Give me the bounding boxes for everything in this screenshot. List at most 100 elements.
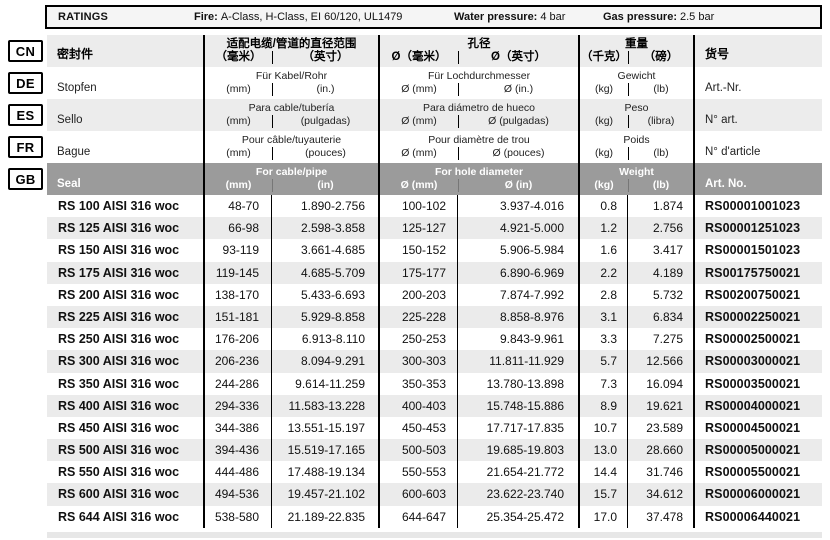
cable-mm-unit: (mm) (226, 147, 251, 159)
header-group-weight: Weight (kg) (lb) (580, 163, 695, 195)
rating-fire-value: A-Class, H-Class, EI 60/120, UL1479 (220, 11, 403, 23)
art-no-cell: RS00003000021 (705, 354, 801, 369)
hole-mm-cell: 644-647 (380, 505, 458, 528)
header-art-label: Art. No. (705, 178, 747, 190)
table-row: RS 150 AISI 316 woc 93-119 3.661-4.685 1… (47, 239, 822, 262)
header-group-weight: Gewicht (kg) (lb) (580, 67, 695, 99)
art-no-cell: RS00006000021 (705, 487, 801, 502)
weight-lb-cell: 37.478 (628, 505, 695, 528)
rating-water: Water pressure: 4 bar (454, 7, 565, 27)
hole-in-cell: 5.906-5.984 (458, 239, 580, 262)
header-seal-label: Seal (47, 163, 205, 195)
hole-group-title: 孔径 (467, 38, 491, 50)
hole-in-cell: 15.748-15.886 (458, 394, 580, 417)
hole-group-units: Ø (mm) Ø (in.) (380, 83, 578, 96)
hole-mm-cell: 250-253 (380, 328, 458, 351)
rating-gas-value: 2.5 bar (679, 11, 715, 23)
seal-name-cell: RS 644 AISI 316 woc (47, 505, 205, 528)
weight-kg-cell: 3.3 (580, 328, 628, 351)
cable-group-units: (mm) (pulgadas) (205, 115, 378, 128)
weight-lb-cell: 19.621 (628, 394, 695, 417)
header-row: Seal For cable/pipe (mm) (in) For hole d… (47, 163, 822, 195)
hole-mm-unit: Ø (mm) (401, 115, 437, 127)
cable-mm-cell: 206-236 (205, 350, 272, 373)
cable-group-units: (mm) (in.) (205, 83, 378, 96)
hole-group-title: Für Lochdurchmesser (427, 70, 531, 82)
language-badge-es: ES (8, 104, 43, 126)
language-badge-de: DE (8, 72, 43, 94)
weight-kg-cell: 10.7 (580, 416, 628, 440)
cable-group-title: 适配电缆/管道的直径范围 (226, 38, 357, 50)
weight-group-units: (kg) (lb) (580, 83, 693, 96)
header-art-label: Art.-Nr. (705, 82, 742, 94)
seal-name-cell: RS 200 AISI 316 woc (47, 283, 205, 306)
cable-mm-cell: 294-336 (205, 394, 272, 417)
seal-name-cell: RS 350 AISI 316 woc (47, 372, 205, 395)
art-no-cell: RS00004500021 (705, 420, 801, 435)
header-group-cable: Para cable/tubería (mm) (pulgadas) (205, 99, 380, 131)
cable-in-cell: 15.519-17.165 (272, 439, 380, 462)
weight-kg-unit: (kg) (594, 115, 614, 127)
cable-in-cell: 3.661-4.685 (272, 239, 380, 262)
hole-mm-cell: 350-353 (380, 372, 458, 395)
weight-kg-cell: 1.2 (580, 217, 628, 240)
table-header: 密封件 适配电缆/管道的直径范围 （毫米） （英寸） 孔径 Ø（毫米） Ø（英寸… (47, 35, 822, 195)
art-no-cell: RS00005000021 (705, 443, 801, 458)
table-row: RS 300 AISI 316 woc 206-236 8.094-9.291 … (47, 350, 822, 373)
hole-mm-unit: Ø（毫米） (391, 51, 447, 63)
art-no-cell: RS00001001023 (705, 199, 801, 213)
hole-in-cell: 23.622-23.740 (458, 483, 580, 506)
weight-lb-unit: (lb) (628, 83, 693, 96)
art-no-cell: RS00175750021 (705, 265, 801, 280)
table-row: RS 550 AISI 316 woc 444-486 17.488-19.13… (47, 461, 822, 484)
weight-lb-unit: (lb) (628, 147, 693, 160)
cable-in-cell: 13.551-15.197 (272, 416, 380, 440)
seal-name-cell: RS 150 AISI 316 woc (47, 239, 205, 262)
weight-lb-cell: 2.756 (628, 217, 695, 240)
cable-in-cell: 8.094-9.291 (272, 350, 380, 373)
rating-fire-label: Fire: (194, 11, 218, 23)
weight-kg-cell: 13.0 (580, 439, 628, 462)
hole-group-units: Ø (mm) Ø (pulgadas) (380, 115, 578, 128)
seal-name-cell: RS 600 AISI 316 woc (47, 483, 205, 506)
weight-lb-cell: 7.275 (628, 328, 695, 351)
weight-kg-cell: 0.8 (580, 195, 628, 218)
weight-kg-cell: 5.7 (580, 350, 628, 373)
art-no-cell: RS00001251023 (705, 221, 801, 236)
rating-water-value: 4 bar (540, 11, 566, 23)
weight-lb-unit: (lb) (628, 179, 693, 192)
weight-lb-cell: 12.566 (628, 350, 695, 373)
cable-in-unit: （英寸） (272, 51, 378, 64)
hole-mm-unit: Ø (mm) (401, 83, 437, 95)
table-row: RS 100 AISI 316 woc 48-70 1.890-2.756 10… (47, 195, 822, 218)
weight-group-units: (kg) (lb) (580, 179, 693, 192)
cable-in-cell: 2.598-3.858 (272, 217, 380, 240)
header-art-label: N° d'article (705, 146, 761, 158)
seal-name-cell: RS 175 AISI 316 woc (47, 261, 205, 284)
header-seal-label: Stopfen (47, 67, 205, 99)
cable-mm-unit: （毫米） (215, 51, 262, 63)
header-seal-label: 密封件 (47, 35, 205, 67)
weight-lb-cell: 28.660 (628, 439, 695, 462)
weight-lb-unit: (libra) (628, 115, 693, 128)
cable-in-cell: 5.929-8.858 (272, 305, 380, 329)
art-no-cell: RS00004000021 (705, 398, 801, 413)
cable-mm-cell: 538-580 (205, 505, 272, 528)
hole-in-unit: Ø（英寸） (458, 51, 578, 64)
weight-group-units: (kg) (libra) (580, 115, 693, 128)
header-group-cable: For cable/pipe (mm) (in) (205, 163, 380, 195)
seal-name-cell: RS 550 AISI 316 woc (47, 461, 205, 484)
cable-mm-cell: 344-386 (205, 416, 272, 440)
header-row: 密封件 适配电缆/管道的直径范围 （毫米） （英寸） 孔径 Ø（毫米） Ø（英寸… (47, 35, 822, 67)
table-row: RS 200 AISI 316 woc 138-170 5.433-6.693 … (47, 283, 822, 306)
weight-group-title: Gewicht (617, 70, 656, 82)
hole-mm-cell: 450-453 (380, 416, 458, 440)
cable-in-cell: 5.433-6.693 (272, 283, 380, 306)
seal-name-cell: RS 500 AISI 316 woc (47, 439, 205, 462)
header-row: Sello Para cable/tubería (mm) (pulgadas)… (47, 99, 822, 131)
cable-mm-cell: 151-181 (205, 305, 272, 329)
seal-name-cell: RS 250 AISI 316 woc (47, 328, 205, 351)
weight-lb-cell: 31.746 (628, 461, 695, 484)
cable-mm-unit: (mm) (226, 83, 251, 95)
art-no-cell: RS00001501023 (705, 243, 801, 258)
